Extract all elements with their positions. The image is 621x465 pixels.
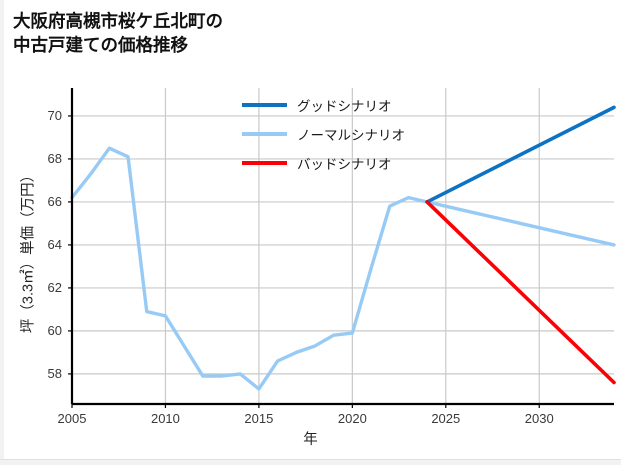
chart-legend: グッドシナリオ ノーマルシナリオ バッドシナリオ <box>242 90 472 177</box>
legend-swatch-normal <box>242 131 287 136</box>
legend-swatch-good <box>242 102 287 107</box>
gridlines <box>72 115 614 375</box>
x-tick-marks <box>71 404 540 408</box>
y-tick-label: 58 <box>47 365 62 381</box>
y-tick-marks <box>68 115 72 375</box>
x-tick-label: 2005 <box>57 411 87 426</box>
y-tick-label: 66 <box>47 193 62 209</box>
y-tick-label: 70 <box>47 107 62 123</box>
y-tick-label: 68 <box>47 150 62 166</box>
x-tick-label: 2015 <box>244 411 274 426</box>
y-tick-label: 62 <box>47 279 62 295</box>
x-tick-label: 2010 <box>150 411 180 426</box>
legend-label-bad: バッドシナリオ <box>297 156 392 172</box>
x-tick-label: 2030 <box>524 411 554 426</box>
legend-label-good: グッドシナリオ <box>297 98 392 114</box>
legend-label-normal: ノーマルシナリオ <box>297 127 405 143</box>
series-layer <box>70 105 616 391</box>
bottom-edge-strip <box>0 459 621 465</box>
series-line-bad <box>425 200 616 385</box>
x-tick-label: 2025 <box>431 411 461 426</box>
y-axis-title: 坪（3.3㎡）単価（万円） <box>20 167 37 334</box>
legend-item-normal[interactable]: ノーマルシナリオ <box>242 119 472 148</box>
legend-swatch-bad <box>242 160 287 165</box>
legend-item-good[interactable]: グッドシナリオ <box>242 90 472 119</box>
page-title: 大阪府高槻市桜ケ丘北町の 中古戸建ての価格推移 <box>13 11 223 55</box>
y-tick-label: 60 <box>47 322 62 338</box>
x-tick-label: 2020 <box>337 411 367 426</box>
left-edge-strip <box>0 0 4 465</box>
series-line-normal <box>70 146 616 391</box>
y-tick-label: 64 <box>47 236 62 252</box>
legend-item-bad[interactable]: バッドシナリオ <box>242 148 472 177</box>
series-line-good <box>425 105 616 204</box>
x-axis-title: 年 <box>303 432 318 448</box>
